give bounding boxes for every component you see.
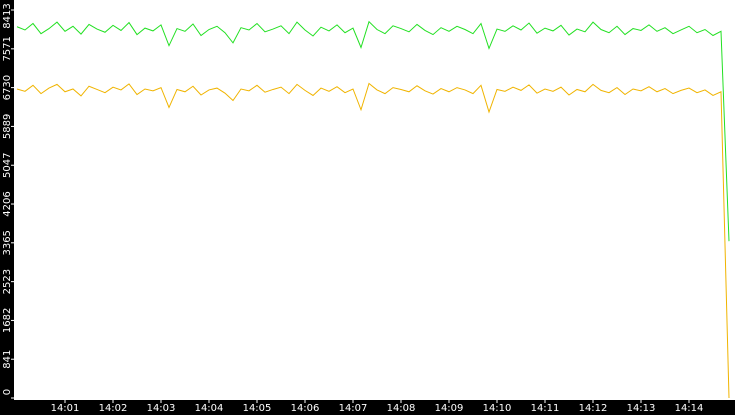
x-tick-label: 14:07 (339, 403, 368, 414)
y-tick-label: 841 (2, 350, 13, 369)
x-tick-label: 14:11 (531, 403, 560, 414)
x-tick-label: 14:06 (291, 403, 320, 414)
x-tick-label: 14:12 (579, 403, 608, 414)
x-tick-label: 14:13 (627, 403, 656, 414)
y-tick-label: 7571 (2, 36, 13, 61)
y-tick-label: 0 (2, 389, 13, 395)
x-tick-label: 14:01 (51, 403, 80, 414)
x-axis-strip (0, 400, 735, 415)
y-tick-label: 4206 (2, 191, 13, 216)
x-tick-label: 14:02 (99, 403, 128, 414)
y-tick-label: 1682 (2, 308, 13, 333)
y-tick-label: 5889 (2, 114, 13, 139)
y-tick-label: 5047 (2, 153, 13, 178)
y-tick-label: 6730 (2, 75, 13, 100)
x-tick-label: 14:09 (435, 403, 464, 414)
series-line (16, 82, 730, 399)
y-tick-label: 3365 (2, 230, 13, 255)
y-tick-label: 2523 (2, 269, 13, 294)
y-axis-strip (0, 0, 14, 415)
x-tick-label: 14:10 (483, 403, 512, 414)
x-tick-label: 14:05 (243, 403, 272, 414)
x-tick-label: 14:04 (195, 403, 224, 414)
x-tick-label: 14:03 (147, 403, 176, 414)
series-line (16, 20, 730, 242)
x-tick-label: 14:08 (387, 403, 416, 414)
x-tick-label: 14:14 (675, 403, 704, 414)
y-tick-label: 8413 (2, 3, 13, 28)
